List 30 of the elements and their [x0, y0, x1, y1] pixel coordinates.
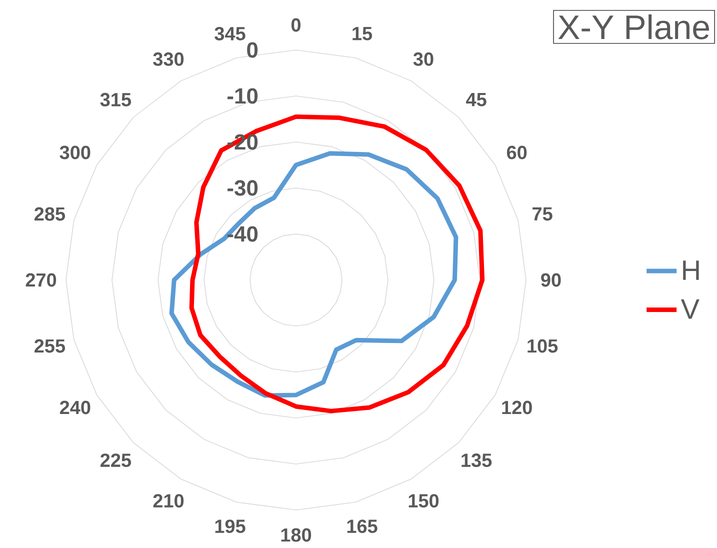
legend-label: V	[680, 299, 700, 319]
spoke-label: 105	[528, 339, 558, 353]
spoke-label: 300	[60, 146, 90, 160]
spoke-label: 30	[413, 52, 434, 66]
spoke-label: 75	[532, 207, 552, 221]
spoke-label: 240	[60, 400, 90, 414]
spoke-label: 90	[541, 273, 561, 287]
spoke-label: 345	[214, 26, 246, 40]
spoke-label: 315	[100, 92, 132, 106]
legend-label: H	[683, 260, 699, 280]
spoke-label: 45	[466, 93, 486, 106]
spoke-label: 135	[462, 454, 492, 468]
spoke-label: 270	[26, 273, 56, 287]
spoke-label: 165	[347, 520, 378, 534]
y-tick-label: 0	[247, 42, 258, 58]
spoke-label: 180	[281, 528, 312, 542]
spoke-label: 0	[291, 18, 301, 32]
spoke-label: 285	[34, 207, 66, 221]
spoke-label: 225	[100, 454, 132, 468]
spoke-label: 60	[506, 146, 527, 160]
chart-title: X-Y Plane	[558, 14, 710, 40]
y-tick-label: -30	[228, 180, 258, 196]
spoke-label: 150	[408, 494, 439, 508]
spoke-label: 210	[153, 494, 184, 508]
spoke-label: 120	[502, 400, 532, 414]
spoke-label: 15	[352, 27, 372, 40]
spoke-label: 255	[34, 339, 66, 353]
y-tick-label: -10	[228, 88, 258, 104]
spoke-label: 330	[153, 52, 184, 66]
spoke-label: 195	[215, 520, 246, 534]
